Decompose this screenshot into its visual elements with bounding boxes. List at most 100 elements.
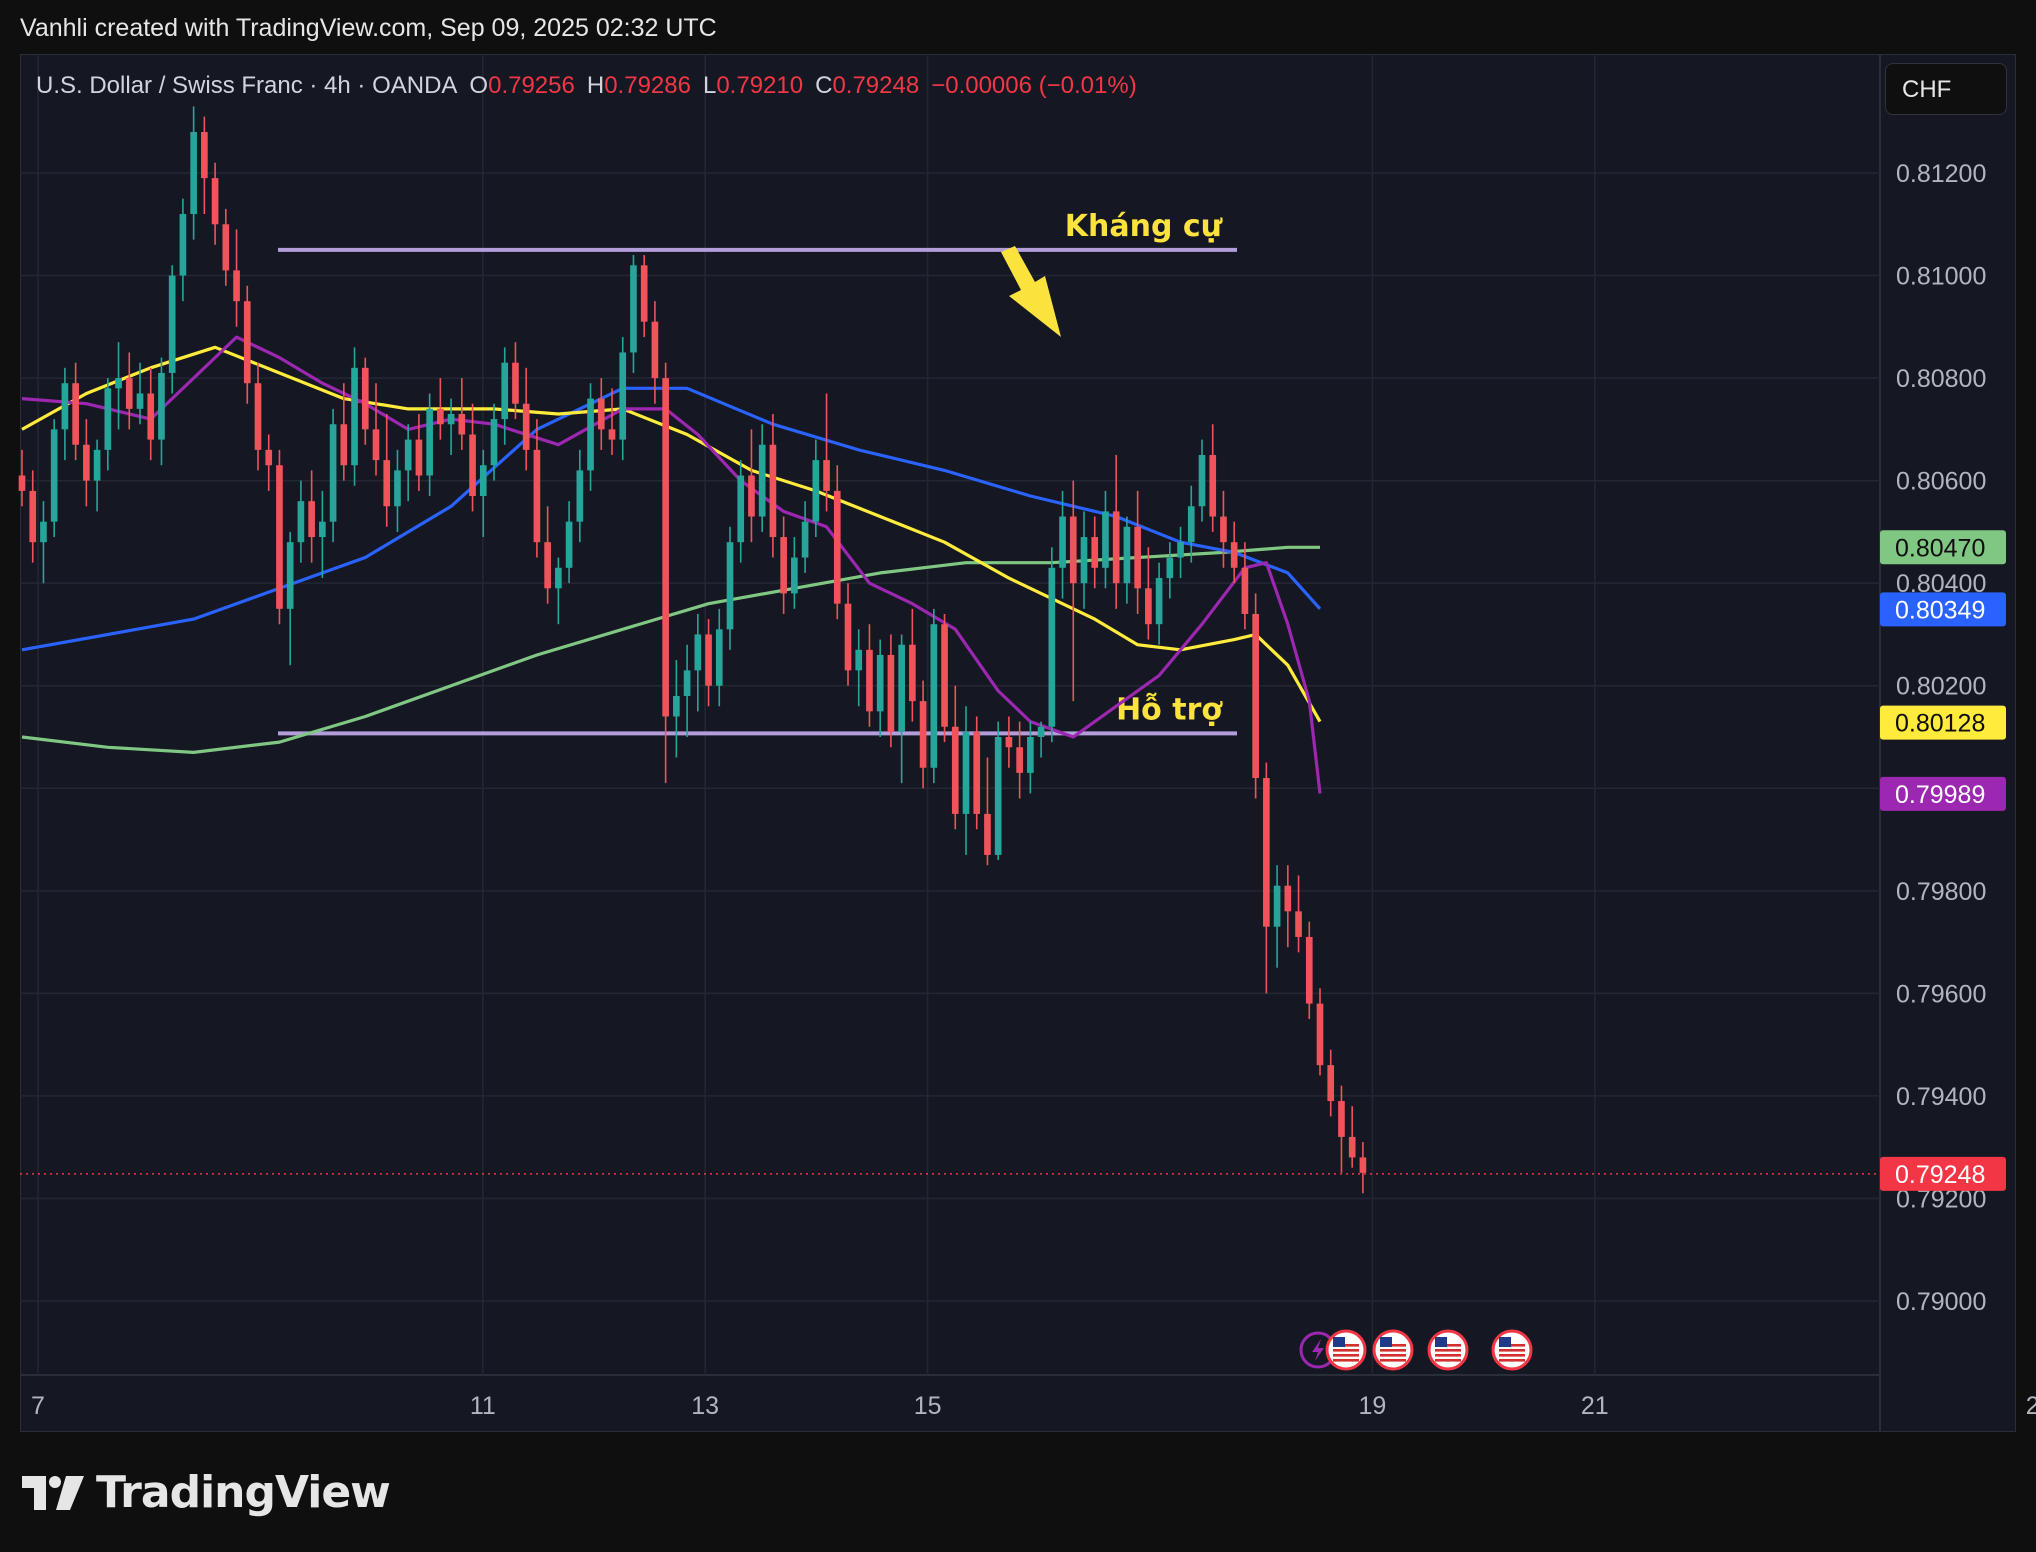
candle[interactable] (1080, 511, 1088, 609)
candle[interactable] (383, 413, 391, 527)
candle[interactable] (1359, 1142, 1367, 1194)
candle[interactable] (823, 393, 830, 512)
candle[interactable] (1327, 1049, 1335, 1117)
candle[interactable] (522, 367, 530, 471)
candle[interactable] (683, 644, 691, 737)
candle[interactable] (801, 501, 809, 573)
candle[interactable] (351, 347, 358, 486)
candle[interactable] (1305, 921, 1313, 1019)
candle[interactable] (994, 721, 1002, 861)
candle[interactable] (951, 685, 959, 830)
candle[interactable] (308, 470, 315, 563)
candle[interactable] (662, 362, 669, 784)
candle[interactable] (640, 255, 648, 338)
candle[interactable] (29, 470, 37, 563)
candle[interactable] (469, 403, 476, 512)
candle[interactable] (866, 624, 873, 727)
candle[interactable] (104, 378, 112, 471)
annotation-arrow-icon[interactable] (1001, 246, 1061, 337)
candle[interactable] (694, 613, 702, 712)
candle[interactable] (201, 116, 208, 215)
candle[interactable] (812, 439, 820, 538)
candle[interactable] (1027, 721, 1034, 794)
candle[interactable] (973, 716, 981, 830)
candle[interactable] (1348, 1106, 1356, 1168)
candle[interactable] (544, 506, 551, 604)
candle[interactable] (1091, 516, 1099, 589)
candle[interactable] (222, 208, 230, 286)
candle[interactable] (1005, 716, 1013, 768)
candle[interactable] (1187, 485, 1195, 563)
candle[interactable] (61, 367, 69, 461)
candle[interactable] (1037, 721, 1045, 758)
candle[interactable] (844, 583, 852, 686)
candle[interactable] (233, 229, 240, 327)
candle[interactable] (1230, 521, 1238, 584)
candle[interactable] (72, 362, 79, 461)
candle[interactable] (1220, 490, 1227, 568)
candle[interactable] (40, 501, 47, 584)
candle[interactable] (50, 419, 58, 538)
candle[interactable] (1102, 490, 1109, 589)
symbol-description[interactable]: U.S. Dollar / Swiss Franc · 4h · OANDA (36, 72, 458, 99)
candle[interactable] (1295, 875, 1302, 953)
candle[interactable] (394, 449, 401, 532)
candle[interactable] (190, 106, 197, 240)
candle[interactable] (737, 460, 745, 563)
candle[interactable] (415, 413, 423, 491)
candle[interactable] (479, 449, 487, 538)
candle[interactable] (501, 347, 509, 445)
candle[interactable] (673, 660, 680, 758)
candle[interactable] (619, 337, 627, 461)
candle[interactable] (962, 706, 970, 855)
candle[interactable] (1059, 490, 1066, 599)
us-flag-icon[interactable] (1372, 1329, 1414, 1371)
candle[interactable] (211, 162, 219, 245)
candle[interactable] (780, 516, 787, 614)
candle[interactable] (1134, 490, 1141, 614)
candle[interactable] (715, 608, 723, 707)
candle[interactable] (83, 419, 90, 507)
candle[interactable] (705, 619, 712, 707)
candle[interactable] (1198, 439, 1206, 522)
candle[interactable] (919, 680, 927, 789)
candle[interactable] (898, 634, 905, 784)
candle[interactable] (1112, 455, 1120, 609)
candle[interactable] (1016, 721, 1023, 799)
candle[interactable] (1316, 988, 1324, 1076)
candle[interactable] (1241, 542, 1249, 630)
candle[interactable] (404, 424, 412, 502)
candle[interactable] (243, 285, 251, 404)
candle[interactable] (319, 490, 326, 579)
candle[interactable] (1166, 542, 1174, 599)
candle[interactable] (136, 362, 144, 425)
candle[interactable] (597, 378, 605, 450)
candle[interactable] (1155, 562, 1163, 645)
candle[interactable] (758, 424, 766, 532)
candle[interactable] (329, 408, 337, 543)
candle[interactable] (630, 255, 637, 373)
candle[interactable] (18, 449, 26, 507)
candle[interactable] (372, 383, 380, 476)
currency-button[interactable]: CHF (1885, 63, 2007, 115)
candle[interactable] (587, 383, 594, 491)
candle[interactable] (651, 301, 659, 404)
candle[interactable] (254, 362, 262, 471)
candle[interactable] (941, 613, 948, 743)
candle[interactable] (608, 388, 616, 455)
us-flag-icon[interactable] (1325, 1329, 1367, 1371)
candle[interactable] (576, 449, 584, 543)
candle[interactable] (791, 537, 798, 609)
candle[interactable] (147, 367, 155, 461)
candle[interactable] (565, 501, 573, 584)
candle[interactable] (1209, 424, 1217, 532)
candle[interactable] (276, 449, 283, 625)
candle[interactable] (876, 639, 884, 737)
candle[interactable] (1263, 762, 1270, 994)
candle[interactable] (909, 608, 916, 722)
candle[interactable] (447, 398, 455, 455)
candle[interactable] (93, 439, 101, 512)
candle[interactable] (437, 378, 444, 440)
candle[interactable] (1069, 480, 1077, 702)
